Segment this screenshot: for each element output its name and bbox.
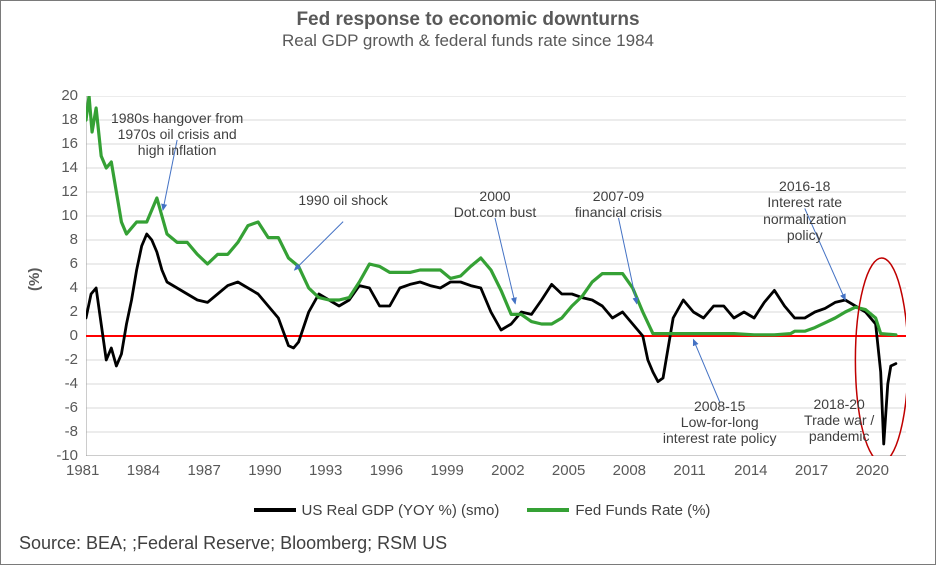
annotation-oil80s: 1980s hangover from1970s oil crisis andh… [107,110,247,158]
x-tick: 2005 [552,462,585,479]
y-axis-label: (%) [26,268,43,291]
x-tick: 1984 [127,462,160,479]
y-tick: -2 [65,351,78,368]
x-tick: 1993 [309,462,342,479]
x-tick: 2014 [734,462,767,479]
x-tick: 1987 [187,462,220,479]
legend-label: US Real GDP (YOY %) (smo) [302,502,500,519]
annotation-oil1990: 1990 oil shock [273,192,413,208]
y-tick: 2 [70,303,78,320]
annotation-gfc: 2007-09financial crisis [548,188,688,220]
y-tick: 10 [61,207,78,224]
y-tick: -8 [65,423,78,440]
x-tick: 2002 [491,462,524,479]
y-tick: 20 [61,87,78,104]
chart-title: Fed response to economic downturns [1,9,935,31]
x-tick: 2017 [795,462,828,479]
x-tick: 1996 [370,462,403,479]
chart-subtitle: Real GDP growth & federal funds rate sin… [1,31,935,51]
x-tick: 1990 [248,462,281,479]
x-tick: 1999 [430,462,463,479]
y-tick: 14 [61,159,78,176]
y-tick: 6 [70,255,78,272]
legend-swatch [527,508,569,512]
annotation-tradewar: 2018-20Trade war /pandemic [769,396,909,444]
annotation-arrow-lowforlong [693,340,719,402]
y-tick: 8 [70,231,78,248]
y-tick: -4 [65,375,78,392]
y-tick: 0 [70,327,78,344]
x-tick: 1981 [66,462,99,479]
annotation-arrow-gfc [618,218,636,304]
y-tick: -6 [65,399,78,416]
y-tick: 16 [61,135,78,152]
legend: US Real GDP (YOY %) (smo) Fed Funds Rate … [1,501,935,519]
legend-swatch [254,508,296,512]
x-tick: 2020 [856,462,889,479]
annotation-dotcom: 2000Dot.com bust [425,188,565,220]
annotation-normpolicy: 2016-18Interest ratenormalizationpolicy [735,178,875,242]
y-tick: 4 [70,279,78,296]
source-text: Source: BEA; ;Federal Reserve; Bloomberg… [19,533,447,554]
annotation-arrow-dotcom [495,218,515,304]
legend-label: Fed Funds Rate (%) [575,502,710,519]
x-tick: 2011 [673,462,705,479]
annotation-arrow-oil1990 [295,222,344,270]
y-tick: 18 [61,111,78,128]
y-tick: 12 [61,183,78,200]
x-tick: 2008 [613,462,646,479]
